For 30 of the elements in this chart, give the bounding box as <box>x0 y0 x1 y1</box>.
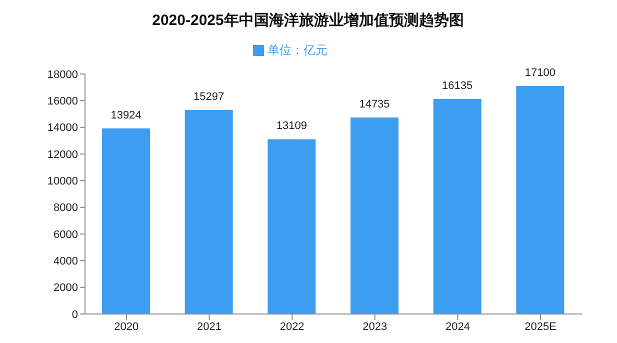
bar <box>184 110 233 314</box>
x-tick-label: 2024 <box>446 320 470 333</box>
x-tick-label: 2021 <box>197 320 222 333</box>
data-label: 17100 <box>524 67 556 79</box>
x-tick-label: 2022 <box>280 320 304 333</box>
x-tick-label: 2023 <box>362 320 388 333</box>
data-label: 16135 <box>442 80 473 92</box>
y-tick-label: 16000 <box>47 96 78 108</box>
chart-title: 2020-2025年中国海洋旅游业增加值预测趋势图 <box>151 11 465 31</box>
bar <box>516 86 564 314</box>
y-tick-label: 8000 <box>54 202 78 214</box>
x-tick-label: 2020 <box>114 320 139 333</box>
bar <box>433 98 482 314</box>
x-tick-label: 2025E <box>524 320 556 333</box>
y-tick-label: 12000 <box>47 148 78 161</box>
bar <box>268 139 316 314</box>
bar <box>102 128 150 314</box>
y-tick-label: 14000 <box>47 122 78 134</box>
data-label: 13924 <box>110 109 142 122</box>
y-tick-label: 4000 <box>54 256 78 268</box>
bar <box>350 118 398 314</box>
data-label: 14735 <box>359 98 390 111</box>
y-tick-label: 6000 <box>54 228 78 241</box>
data-label: 15297 <box>194 91 224 104</box>
data-label: 13109 <box>276 120 307 132</box>
y-tick-label: 0 <box>72 308 78 321</box>
legend-label: 单位：亿元 <box>268 43 328 57</box>
y-tick-label: 10000 <box>47 176 78 188</box>
y-tick-label: 18000 <box>47 68 78 81</box>
y-tick-label: 2000 <box>54 282 78 294</box>
